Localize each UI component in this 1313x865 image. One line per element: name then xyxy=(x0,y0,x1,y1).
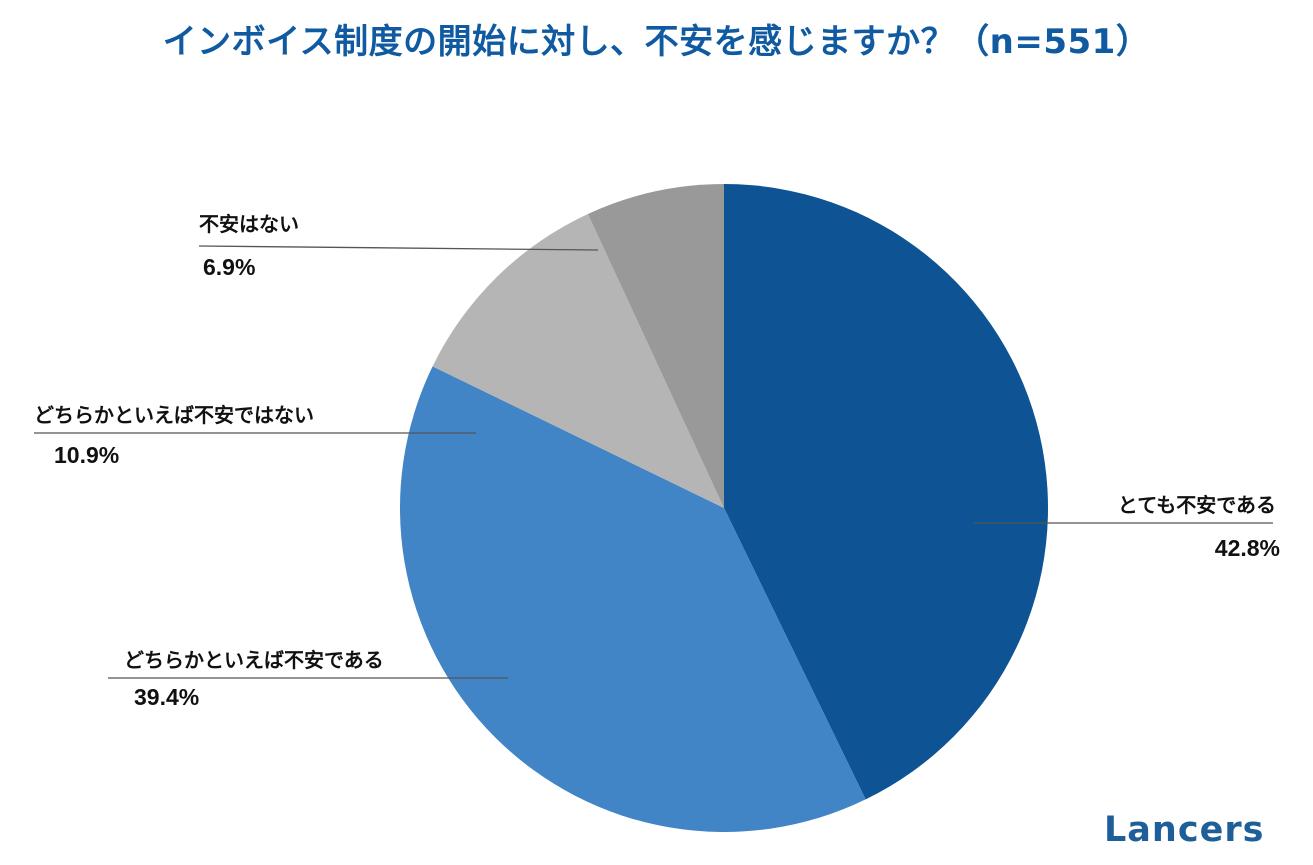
slice-value-somewhat-anxious: 39.4% xyxy=(134,684,199,710)
slice-label-very-anxious: とても不安である xyxy=(1118,493,1276,517)
slice-labels: とても不安である 42.8% どちらかといえば不安である 39.4% どちらかといえば不… xyxy=(34,212,1280,710)
slice-not-anxious xyxy=(587,184,724,508)
slice-somewhat-not-anxious xyxy=(432,213,724,509)
lancers-logo: Lancers xyxy=(1104,810,1265,850)
chart-title: インボイス制度の開始に対し、不安を感じますか？（n=551） xyxy=(162,22,1151,62)
slice-somewhat-anxious xyxy=(399,366,866,833)
pie-slices xyxy=(399,184,1049,833)
slice-label-somewhat-anxious: どちらかといえば不安である xyxy=(124,648,384,672)
leader-lines xyxy=(34,245,1273,679)
slice-very-anxious xyxy=(724,184,1049,800)
slice-value-somewhat-not-anxious: 10.9% xyxy=(54,442,119,468)
slice-value-not-anxious: 6.9% xyxy=(203,254,255,280)
leader-line-not-anxious xyxy=(198,245,599,251)
slice-value-very-anxious: 42.8% xyxy=(1215,535,1280,561)
slice-label-somewhat-not-anxious: どちらかといえば不安ではない xyxy=(34,403,314,427)
slice-label-not-anxious: 不安はない xyxy=(199,212,299,236)
